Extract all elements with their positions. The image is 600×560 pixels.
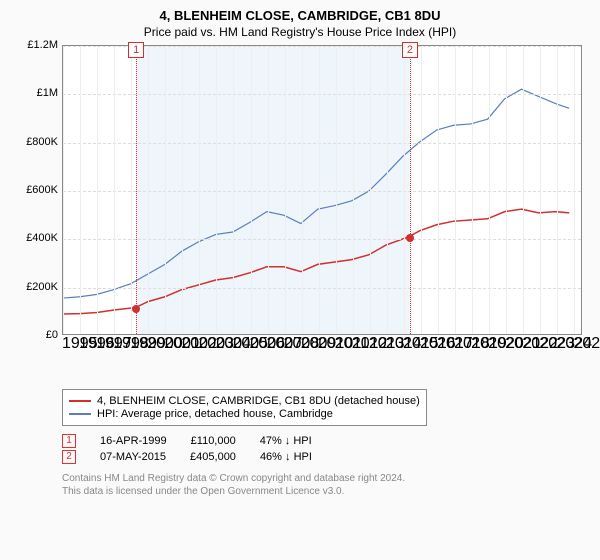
y-tick-label: £600K [12,184,58,196]
marker-badge: 1 [128,42,144,58]
chart-title: 4, BLENHEIM CLOSE, CAMBRIDGE, CB1 8DU [12,8,588,23]
sale-date: 07-MAY-2015 [100,451,166,463]
sale-row: 2 07-MAY-2015 £405,000 46% ↓ HPI [62,450,588,464]
y-tick-label: £0 [12,329,58,341]
sale-badge: 1 [62,434,76,448]
legend-item: 4, BLENHEIM CLOSE, CAMBRIDGE, CB1 8DU (d… [69,395,420,407]
footer-line: This data is licensed under the Open Gov… [62,485,588,498]
footer-line: Contains HM Land Registry data © Crown c… [62,472,588,485]
legend-label: HPI: Average price, detached house, Camb… [97,408,333,420]
y-tick-label: £200K [12,281,58,293]
chart-area: £0£200K£400K£600K£800K£1M£1.2M 12 199519… [12,45,588,385]
footer: Contains HM Land Registry data © Crown c… [62,472,588,498]
sale-point-marker [406,234,414,242]
chart-subtitle: Price paid vs. HM Land Registry's House … [12,25,588,39]
legend-swatch [69,413,91,415]
marker-line [136,46,137,334]
sale-row: 1 16-APR-1999 £110,000 47% ↓ HPI [62,434,588,448]
x-axis-ticks: 1995199619971998199920002001200220032004… [62,335,582,385]
marker-line [410,46,411,334]
sale-badge: 2 [62,450,76,464]
plot-area: 12 [62,45,582,335]
y-tick-label: £1.2M [12,39,58,51]
line-svg [63,46,581,334]
y-tick-label: £1M [12,87,58,99]
sale-pct: 47% ↓ HPI [260,435,312,447]
legend-label: 4, BLENHEIM CLOSE, CAMBRIDGE, CB1 8DU (d… [97,395,420,407]
legend-item: HPI: Average price, detached house, Camb… [69,408,420,420]
legend: 4, BLENHEIM CLOSE, CAMBRIDGE, CB1 8DU (d… [62,389,427,426]
sale-date: 16-APR-1999 [100,435,167,447]
chart-container: 4, BLENHEIM CLOSE, CAMBRIDGE, CB1 8DU Pr… [0,0,600,560]
sale-price: £405,000 [190,451,236,463]
y-tick-label: £800K [12,136,58,148]
sale-rows: 1 16-APR-1999 £110,000 47% ↓ HPI 2 07-MA… [62,432,588,466]
y-tick-label: £400K [12,232,58,244]
series-line-price_paid [63,209,569,314]
marker-badge: 2 [402,42,418,58]
series-line-hpi [63,89,569,298]
sale-point-marker [132,305,140,313]
sale-price: £110,000 [191,435,236,447]
x-tick-label: 2025 [573,335,600,352]
sale-pct: 46% ↓ HPI [260,451,312,463]
legend-swatch [69,400,91,402]
